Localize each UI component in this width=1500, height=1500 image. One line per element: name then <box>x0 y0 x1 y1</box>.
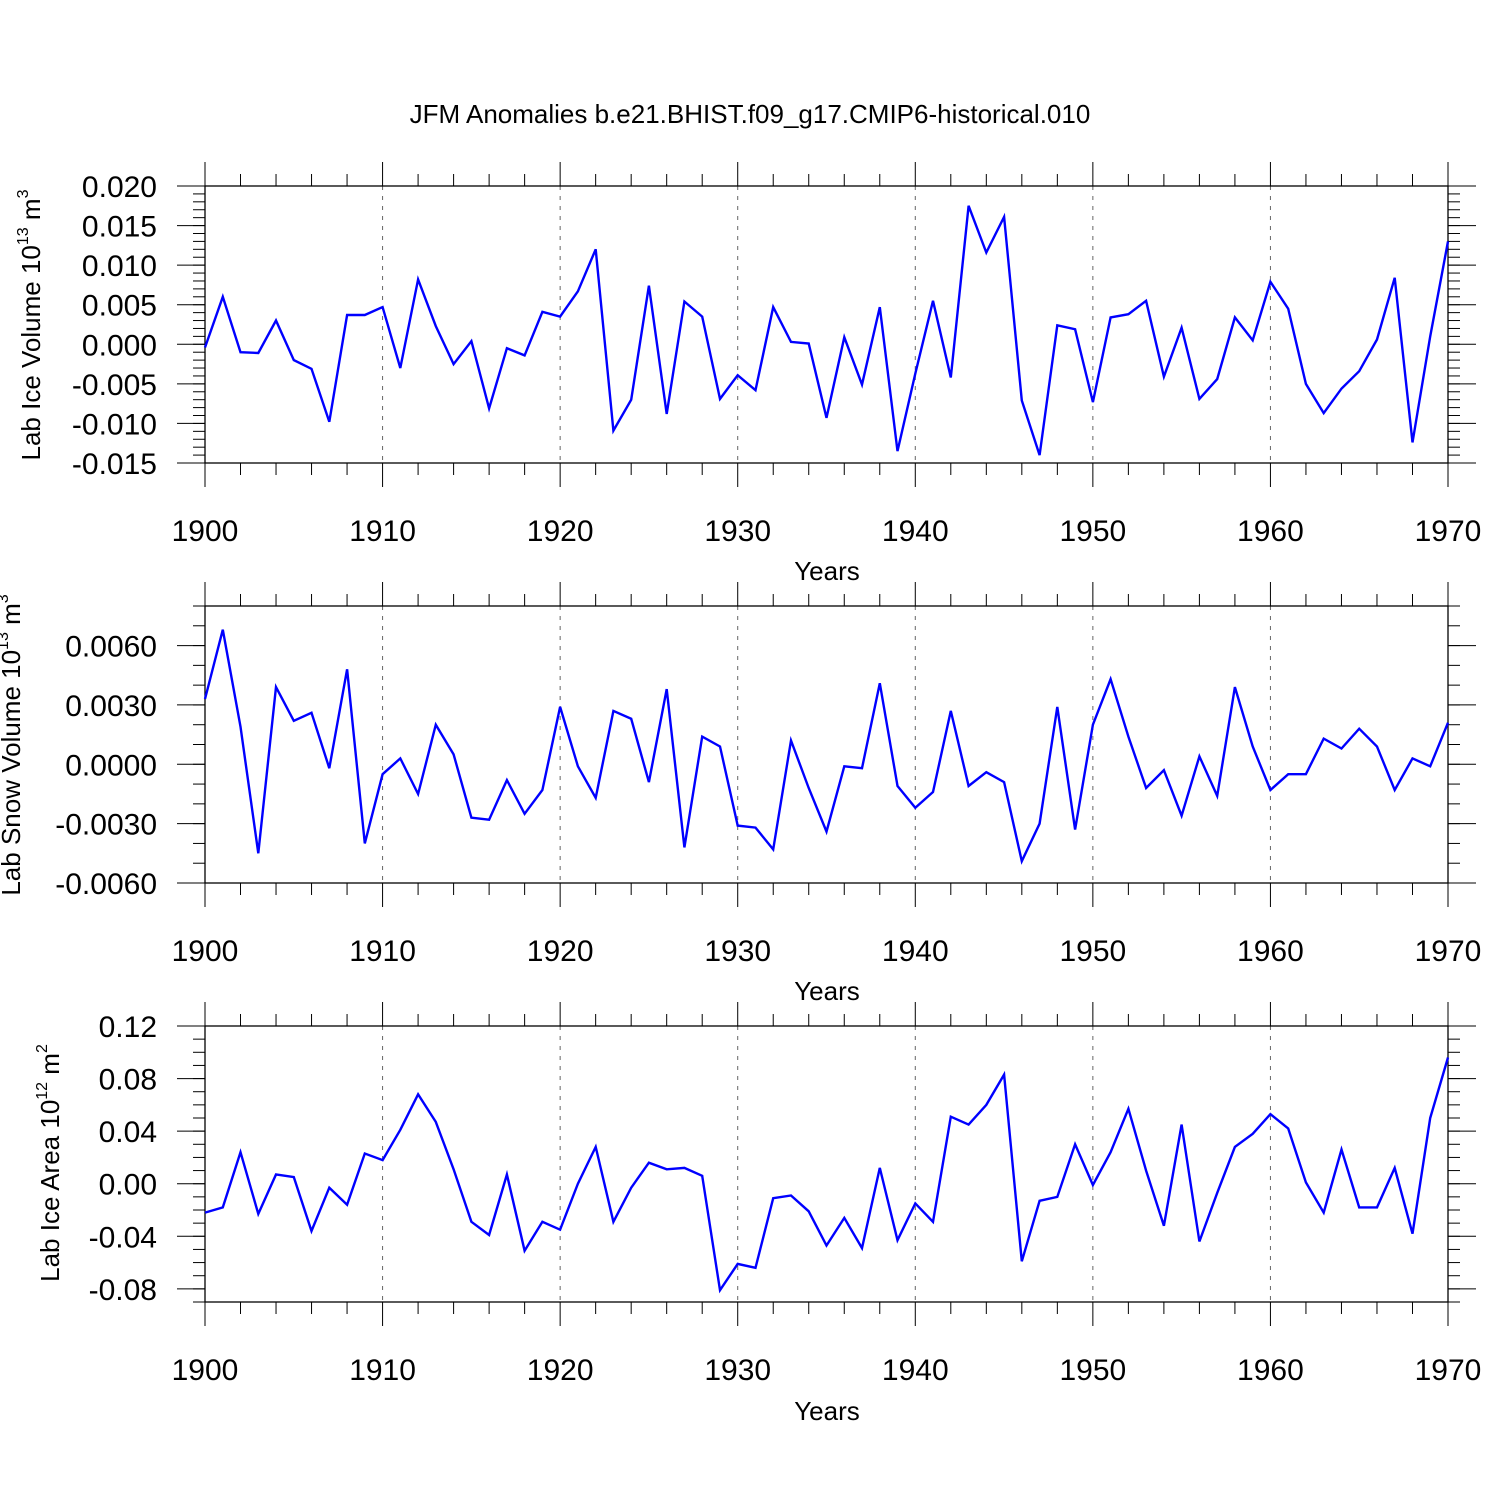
ice-volume-xlabel: Years <box>794 556 860 586</box>
ice-volume-ytick-label: -0.015 <box>72 448 157 481</box>
snow-volume-ylabel-exponent: 13 <box>0 632 12 650</box>
ice-volume-ytick-label: 0.020 <box>82 171 157 204</box>
ice-area-series-line <box>204 1057 1450 1294</box>
ice-volume-ylabel: Lab Ice Volume 1013 m3 <box>15 189 46 460</box>
ice-volume-xtick-label: 1930 <box>704 515 771 548</box>
ice-area-ytick-label: 0.08 <box>99 1064 157 1097</box>
ice-area-xtick-label: 1930 <box>704 1354 771 1387</box>
ice-area-xtick-label: 1910 <box>349 1354 416 1387</box>
ice-area-ylabel-exponent: 12 <box>34 1082 51 1100</box>
snow-volume-panel: Lab Snow Volume 1013 m3 Years 1900 1910 19… <box>0 582 1481 1006</box>
ice-area-ytick-label: 0.12 <box>99 1011 157 1044</box>
snow-volume-xtick-label: 1960 <box>1237 935 1304 968</box>
ice-area-ylabel-unit: m <box>35 1053 65 1082</box>
snow-volume-xtick-label: 1910 <box>349 935 416 968</box>
ice-volume-panel: Lab Ice Volume 1013 m3 Years 1900 1910 192… <box>15 162 1481 586</box>
snow-volume-ytick-label: 0.0000 <box>65 749 157 782</box>
ice-volume-ytick-label: 0.010 <box>82 250 157 283</box>
ice-area-ytick-label: 0.00 <box>99 1169 157 1202</box>
ice-volume-xtick-label: 1970 <box>1415 515 1482 548</box>
ice-area-plot-frame <box>204 1025 1449 1303</box>
snow-volume-ytick-label: 0.0060 <box>65 631 157 664</box>
ice-volume-ylabel-exponent: 13 <box>15 227 32 245</box>
ice-volume-xtick-label: 1940 <box>882 515 949 548</box>
ice-volume-ylabel-unit: m <box>16 198 46 227</box>
snow-volume-xtick-label: 1950 <box>1059 935 1126 968</box>
ice-area-ytick-label: -0.08 <box>89 1274 157 1307</box>
ice-volume-xtick-label: 1920 <box>527 515 594 548</box>
ice-volume-ytick-label: 0.015 <box>82 211 157 244</box>
ice-volume-ytick-label: -0.005 <box>72 369 157 402</box>
snow-volume-xtick-label: 1920 <box>527 935 594 968</box>
snow-volume-series-line <box>203 629 1450 865</box>
snow-volume-xtick-label: 1900 <box>172 935 239 968</box>
ice-volume-xtick-label: 1960 <box>1237 515 1304 548</box>
snow-volume-ytick-label: 0.0030 <box>65 690 157 723</box>
ice-area-ylabel-text: Lab Ice Area 10 <box>35 1100 65 1282</box>
snow-volume-ylabel-text: Lab Snow Volume 10 <box>0 650 26 896</box>
ice-volume-ytick-label: 0.000 <box>82 329 157 362</box>
ice-area-ytick-label: -0.04 <box>89 1221 157 1254</box>
ice-area-xtick-label: 1900 <box>172 1354 239 1387</box>
ice-area-xtick-label: 1940 <box>882 1354 949 1387</box>
snow-volume-plot-frame <box>204 605 1449 884</box>
snow-volume-ylabel-unit-exponent: 3 <box>0 594 12 603</box>
snow-volume-xtick-label: 1940 <box>882 935 949 968</box>
ice-volume-ylabel-unit-exponent: 3 <box>15 189 32 198</box>
ice-volume-xtick-label: 1900 <box>172 515 239 548</box>
snow-volume-ylabel: Lab Snow Volume 1013 m3 <box>0 594 26 895</box>
ice-volume-xtick-label: 1950 <box>1059 515 1126 548</box>
snow-volume-ytick-label: -0.0060 <box>55 868 157 901</box>
snow-volume-ylabel-unit: m <box>0 603 26 632</box>
snow-volume-xtick-label: 1970 <box>1415 935 1482 968</box>
ice-area-xtick-label: 1970 <box>1415 1354 1482 1387</box>
ice-area-ytick-label: 0.04 <box>99 1116 157 1149</box>
snow-volume-xtick-label: 1930 <box>704 935 771 968</box>
ice-area-panel: Lab Ice Area 1012 m2 Years 1900 1910 1920 1… <box>34 1002 1481 1426</box>
ice-volume-plot-frame <box>204 185 1449 464</box>
snow-volume-ytick-label: -0.0030 <box>55 809 157 842</box>
ice-area-xtick-label: 1920 <box>527 1354 594 1387</box>
ice-volume-ytick-label: -0.010 <box>72 408 157 441</box>
ice-area-xlabel: Years <box>794 1396 860 1426</box>
ice-volume-ylabel-text: Lab Ice Volume 10 <box>16 245 46 460</box>
ice-area-ylabel: Lab Ice Area 1012 m2 <box>34 1044 65 1282</box>
snow-volume-xlabel: Years <box>794 976 860 1006</box>
ice-area-xtick-label: 1950 <box>1059 1354 1126 1387</box>
ice-area-ylabel-unit-exponent: 2 <box>34 1044 51 1053</box>
ice-volume-xtick-label: 1910 <box>349 515 416 548</box>
ice-volume-ytick-label: 0.005 <box>82 290 157 323</box>
ice-area-xtick-label: 1960 <box>1237 1354 1304 1387</box>
ice-volume-series-line <box>203 205 1450 456</box>
chart-title: JFM Anomalies b.e21.BHIST.f09_g17.CMIP6-… <box>410 99 1091 129</box>
